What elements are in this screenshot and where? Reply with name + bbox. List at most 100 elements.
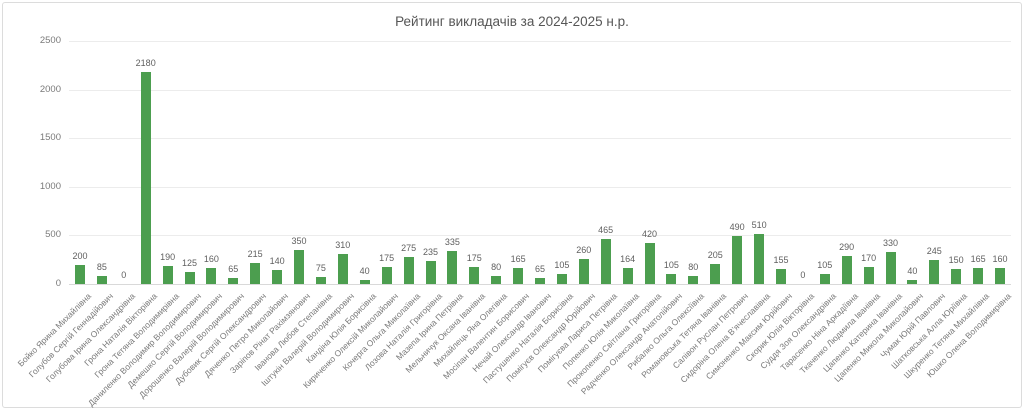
bar-value-label: 200 [72, 251, 88, 261]
bar [447, 251, 458, 284]
bar-value-label: 0 [121, 270, 127, 280]
bar-value-label: 290 [839, 242, 855, 252]
bar [272, 270, 283, 284]
bar-value-label: 65 [534, 264, 545, 274]
bar [863, 267, 874, 284]
bar [250, 263, 261, 284]
bar-value-label: 65 [228, 264, 239, 274]
bar [162, 266, 173, 284]
bar [885, 252, 896, 284]
bar [732, 236, 743, 284]
bar [710, 264, 721, 284]
bar-value-label: 510 [751, 220, 767, 230]
bar [206, 268, 217, 284]
gridline [69, 235, 1011, 236]
bar-value-label: 215 [247, 249, 263, 259]
bar-value-label: 275 [401, 243, 417, 253]
bar [75, 265, 85, 284]
bar-value-label: 420 [641, 229, 658, 239]
bar [556, 274, 567, 284]
bar-value-label: 310 [335, 240, 351, 250]
bar-value-label: 105 [554, 260, 570, 270]
gridline [69, 187, 1011, 188]
bar [491, 276, 502, 284]
bar-value-label: 80 [491, 262, 502, 272]
plot-area: 0 500 1000 1500 2000 2500 200 Бойко Ярина Михай… [3, 3, 1021, 408]
bar-value-label: 260 [576, 245, 592, 255]
bar-value-label: 465 [598, 225, 614, 235]
bar [754, 234, 765, 284]
y-axis-tick-label: 0 [55, 278, 61, 289]
bar-value-label: 40 [359, 266, 370, 276]
bar-value-label: 105 [663, 260, 679, 270]
bar-value-label: 335 [444, 237, 460, 247]
y-axis-tick-label: 2500 [39, 35, 61, 46]
bar-value-label: 164 [620, 254, 636, 264]
bar-value-label: 245 [926, 246, 942, 256]
bar [403, 257, 414, 284]
bar-value-label: 80 [688, 262, 699, 272]
bar [359, 280, 370, 284]
bar-value-label: 150 [948, 255, 964, 265]
bar-value-label: 75 [315, 263, 326, 273]
gridline [69, 138, 1011, 139]
bar-value-label: 165 [970, 254, 986, 264]
bar [535, 278, 545, 284]
bar-value-label: 205 [707, 250, 723, 260]
bar-value-label: 2180 [135, 58, 156, 68]
bar-value-label: 350 [291, 236, 307, 246]
bar [776, 269, 786, 284]
bar-value-label: 155 [773, 255, 789, 265]
bar [184, 272, 195, 284]
bar-value-label: 490 [729, 222, 745, 232]
bar [929, 260, 940, 284]
bar-value-label: 0 [800, 270, 806, 280]
bar-value-label: 175 [379, 253, 395, 263]
bar [140, 72, 151, 284]
bar [907, 280, 918, 284]
bar-value-label: 160 [203, 254, 219, 264]
bar [622, 268, 633, 284]
bar [951, 269, 962, 284]
bar-value-label: 190 [160, 252, 176, 262]
bar-value-label: 175 [466, 253, 482, 263]
y-axis-tick-label: 500 [45, 229, 61, 240]
bar [228, 278, 239, 284]
bar [995, 268, 1005, 284]
bar-value-label: 330 [882, 238, 899, 248]
y-axis-tick-label: 2000 [39, 84, 61, 95]
x-axis-line [69, 284, 1011, 285]
bar [337, 254, 348, 284]
bar [841, 256, 852, 284]
bar-value-label: 160 [992, 254, 1008, 264]
bar [425, 261, 436, 284]
bar-value-label: 40 [907, 266, 918, 276]
bar-value-label: 125 [181, 258, 198, 268]
y-axis-tick-label: 1500 [39, 132, 61, 143]
bar-value-label: 105 [817, 260, 833, 270]
bar-value-label: 165 [510, 254, 526, 264]
bar [973, 268, 984, 284]
y-axis-tick-label: 1000 [39, 181, 61, 192]
bar [315, 277, 326, 284]
bar [513, 268, 524, 284]
bar-value-label: 85 [96, 262, 107, 272]
bar [96, 276, 107, 284]
bar [578, 259, 589, 284]
gridline [69, 90, 1011, 91]
chart-title: Рейтинг викладачів за 2024-2025 н.р. [395, 14, 629, 29]
gridline [69, 41, 1011, 42]
bar [294, 250, 304, 284]
bar [688, 276, 699, 284]
bar-value-label: 140 [269, 256, 285, 266]
bar [666, 274, 677, 284]
bar-value-label: 170 [861, 253, 877, 263]
bar [644, 243, 655, 284]
bar [600, 239, 611, 284]
bar [381, 267, 392, 284]
bar [819, 274, 830, 284]
bar-value-label: 235 [422, 247, 439, 257]
bar [469, 267, 480, 284]
